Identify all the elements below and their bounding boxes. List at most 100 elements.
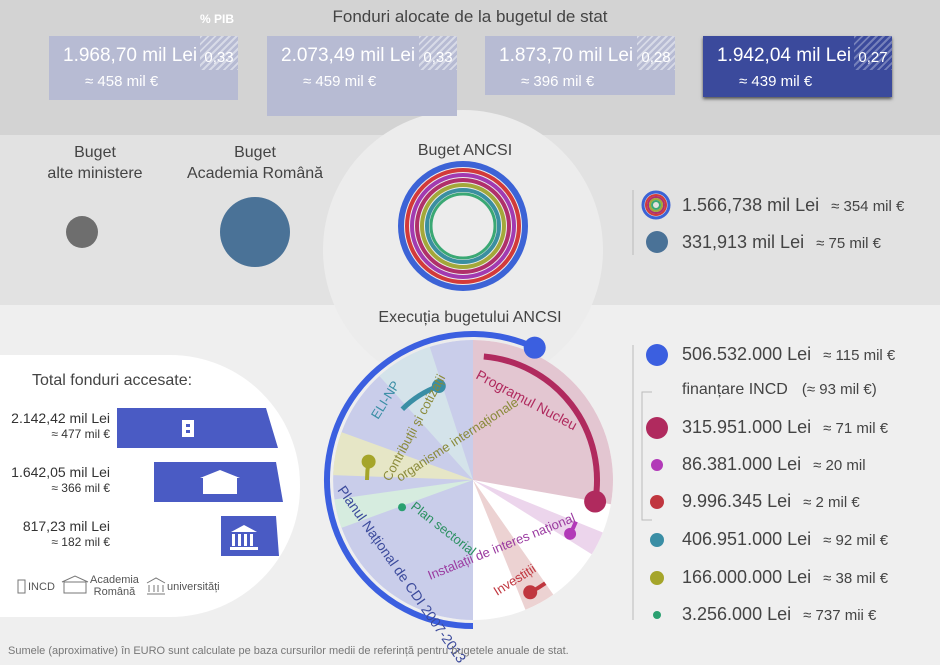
legend-row: 3.256.000 Lei ≈ 737 mii € xyxy=(682,604,876,625)
incd-label: finanțare INCD (≈ 93 mil €) xyxy=(682,381,877,399)
pie-dot xyxy=(584,490,607,513)
eur: ≈ 92 mil € xyxy=(823,532,889,549)
eur: ≈ 20 mil xyxy=(813,457,866,474)
key-academy: Academia Română xyxy=(90,574,139,598)
label-line: alte ministere xyxy=(47,165,143,182)
eur: ≈ 182 mil € xyxy=(51,535,110,549)
bar-incd xyxy=(117,408,278,448)
lei: 406.951.000 Lei xyxy=(682,529,812,549)
eur: ≈ 38 mil € xyxy=(823,570,889,587)
pib: 0,27 xyxy=(854,36,892,70)
pie-dot xyxy=(431,379,446,394)
eur: ≈ 477 mil € xyxy=(51,427,110,441)
lei: 166.000.000 Lei xyxy=(682,567,812,587)
incd-bracket xyxy=(641,391,652,521)
legend-ring-icon xyxy=(641,190,671,220)
legend-dot xyxy=(646,231,668,253)
legend-dot xyxy=(651,459,663,471)
key-line: Academia xyxy=(90,574,139,586)
legend-dot xyxy=(650,533,664,547)
pie-wedge xyxy=(473,340,613,505)
lei: 9.996.345 Lei xyxy=(682,491,792,511)
lei: 3.256.000 Lei xyxy=(682,604,792,624)
pib: 0,33 xyxy=(419,36,457,70)
pib: 0,33 xyxy=(200,36,238,70)
lei: 2.142,42 mil Lei xyxy=(11,410,110,426)
eur: ≈ 75 mil € xyxy=(816,235,882,252)
lei: 331,913 mil Lei xyxy=(682,232,805,252)
accessed-row: 2.142,42 mil Lei ≈ 477 mil € xyxy=(0,410,110,442)
legend-row: 1.566,738 mil Lei ≈ 354 mil € xyxy=(682,195,904,216)
label-line: Academia Română xyxy=(186,165,324,182)
lei: 817,23 mil Lei xyxy=(22,518,110,534)
eur: ≈ 354 mil € xyxy=(831,198,905,215)
eur: ≈ 459 mil € xyxy=(303,73,377,90)
ancsi-halo xyxy=(323,110,603,390)
pie-dot xyxy=(523,336,546,359)
pie-dot xyxy=(361,454,376,469)
pib: 0,28 xyxy=(637,36,675,70)
legend-row: 506.532.000 Lei ≈ 115 mil € xyxy=(682,344,895,365)
pie-wedge xyxy=(473,480,554,610)
budget-card: 1.968,70 mil Lei ≈ 458 mil € 0,33 xyxy=(49,36,238,100)
label-line: Buget xyxy=(234,144,276,161)
accessed-row: 817,23 mil Lei ≈ 182 mil € xyxy=(0,518,110,550)
legend-row: 86.381.000 Lei ≈ 20 mil xyxy=(682,454,866,475)
legend-row: 9.996.345 Lei ≈ 2 mil € xyxy=(682,491,860,512)
lei: 1.566,738 mil Lei xyxy=(682,195,820,215)
legend-row: 406.951.000 Lei ≈ 92 mil € xyxy=(682,529,888,550)
ancsi-rings xyxy=(398,161,528,291)
legend-dot xyxy=(650,571,664,585)
ministries-label: Buget alte ministere xyxy=(35,142,155,184)
pie-arc xyxy=(483,353,600,503)
footnote: Sumele (aproximative) în EURO sunt calcu… xyxy=(8,645,569,657)
lei: 2.073,49 mil Lei xyxy=(281,45,416,66)
ministries-dot xyxy=(66,216,98,248)
lei: 1.642,05 mil Lei xyxy=(11,464,110,480)
eur: ≈ 396 mil € xyxy=(521,73,595,90)
pie-dot xyxy=(398,503,407,512)
academy-label: Buget Academia Română xyxy=(175,142,335,184)
legend-dot xyxy=(650,495,664,509)
eur: ≈ 439 mil € xyxy=(739,73,813,90)
legend-dot xyxy=(653,611,661,619)
header-title: Fonduri alocate de la bugetul de stat xyxy=(332,7,608,26)
execution-title: Execuția bugetului ANCSI xyxy=(378,309,562,326)
lei: 86.381.000 Lei xyxy=(682,454,802,474)
legend-row: 166.000.000 Lei ≈ 38 mil € xyxy=(682,567,888,588)
academy-dot xyxy=(220,197,290,267)
key-line: Română xyxy=(93,586,136,598)
pib-label: % PIB xyxy=(200,12,235,26)
legend-dot xyxy=(646,344,668,366)
budget-card: 1.873,70 mil Lei ≈ 396 mil € 0,28 xyxy=(485,36,675,95)
ancsi-label: Buget ANCSI xyxy=(417,142,513,159)
legend-row: 331,913 mil Lei ≈ 75 mil € xyxy=(682,232,881,253)
budget-card: 1.942,04 mil Lei ≈ 439 mil € 0,27 xyxy=(703,36,892,97)
eur: ≈ 71 mil € xyxy=(823,420,889,437)
legend-dot xyxy=(646,417,668,439)
eur: (≈ 93 mil €) xyxy=(801,381,877,398)
eur: ≈ 2 mil € xyxy=(803,494,860,511)
label: finanțare INCD xyxy=(682,381,788,398)
pie-arc xyxy=(324,331,536,629)
key-icons xyxy=(17,575,166,595)
pie-dot xyxy=(564,527,577,540)
eur: ≈ 458 mil € xyxy=(85,73,159,90)
pie-wedge xyxy=(379,346,473,480)
eur: ≈ 737 mii € xyxy=(803,607,877,624)
label-line: Buget xyxy=(74,144,116,161)
legend-row: 315.951.000 Lei ≈ 71 mil € xyxy=(682,417,888,438)
eur: ≈ 115 mil € xyxy=(823,347,896,364)
lei: 506.532.000 Lei xyxy=(682,344,812,364)
lei: 315.951.000 Lei xyxy=(682,417,812,437)
bar-icons xyxy=(182,420,258,550)
accessed-row: 1.642,05 mil Lei ≈ 366 mil € xyxy=(0,464,110,496)
lei: 1.968,70 mil Lei xyxy=(63,45,198,66)
budget-card: 2.073,49 mil Lei ≈ 459 mil € 0,33 xyxy=(267,36,457,116)
lei: 1.873,70 mil Lei xyxy=(499,45,634,66)
lei: 1.942,04 mil Lei xyxy=(717,45,852,66)
key-univ: universități xyxy=(167,581,220,593)
eur: ≈ 366 mil € xyxy=(51,481,110,495)
